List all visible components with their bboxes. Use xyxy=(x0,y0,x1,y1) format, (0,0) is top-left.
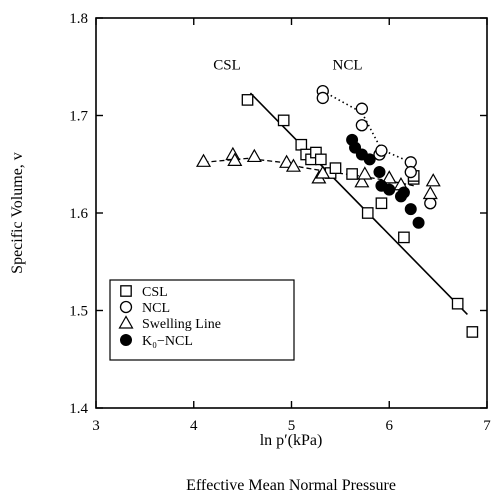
y-tick-label: 1.7 xyxy=(69,109,88,125)
point-circle-open xyxy=(355,119,369,132)
legend-label-ncl: NCL xyxy=(142,301,170,316)
point-circle-open xyxy=(316,91,329,105)
x-tick-label: 4 xyxy=(190,418,198,434)
point-triangle xyxy=(246,148,262,163)
point-square xyxy=(375,197,388,210)
point-square xyxy=(451,297,464,310)
legend-marker-triangle xyxy=(118,315,134,329)
point-circle-filled xyxy=(373,166,386,179)
point-triangle xyxy=(425,173,441,187)
legend-marker-circle-open xyxy=(119,300,133,314)
point-circle-open xyxy=(355,102,369,115)
line-solid xyxy=(249,92,468,315)
point-circle-filled xyxy=(397,186,410,199)
point-square xyxy=(329,162,342,174)
point-triangle xyxy=(381,170,397,184)
point-square xyxy=(466,326,479,338)
x-axis-subtitle: Effective Mean Normal Pressure xyxy=(186,477,396,494)
legend-label-k0-ncl: K₀−NCL xyxy=(142,334,193,349)
legend-marker-square xyxy=(120,285,132,297)
point-square xyxy=(361,207,374,219)
point-square xyxy=(398,231,410,244)
point-triangle xyxy=(354,174,370,188)
y-tick-label: 1.6 xyxy=(69,206,88,222)
legend-marker-circle-filled xyxy=(120,334,132,346)
legend-label-csl: CSL xyxy=(142,285,168,300)
legend: CSL NCL Swelling Line K₀−NCL xyxy=(109,279,295,361)
y-tick-label: 1.8 xyxy=(69,11,88,27)
y-tick-label: 1.4 xyxy=(69,401,88,417)
point-triangle xyxy=(285,158,301,172)
point-circle-filled xyxy=(363,153,376,166)
legend-label-swelling: Swelling Line xyxy=(142,317,221,332)
point-circle-filled xyxy=(383,183,396,196)
y-axis-title: Specific Volume, v xyxy=(9,152,26,274)
point-circle-open xyxy=(375,144,388,157)
point-square xyxy=(241,94,254,106)
annotation-csl: CSL xyxy=(213,58,241,74)
point-circle-open xyxy=(424,197,437,210)
point-circle-open xyxy=(404,165,417,179)
point-square xyxy=(346,168,358,180)
point-triangle xyxy=(357,166,373,180)
data-points xyxy=(195,84,479,338)
point-triangle xyxy=(227,152,243,166)
legend-box xyxy=(109,279,295,361)
annotation-ncl: NCL xyxy=(333,58,363,74)
point-triangle xyxy=(315,165,331,179)
point-square xyxy=(277,114,290,127)
x-tick-label: 6 xyxy=(386,418,394,434)
point-square xyxy=(295,138,308,151)
x-tick-label: 7 xyxy=(483,418,491,434)
axis-ticks: 3 4 5 6 7 1.4 1.5 1.6 1.7 1.8 xyxy=(69,11,491,434)
point-triangle xyxy=(195,153,212,167)
point-circle-filled xyxy=(412,216,425,229)
y-tick-label: 1.5 xyxy=(69,304,88,320)
point-square xyxy=(314,153,327,166)
point-triangle xyxy=(422,185,438,200)
x-tick-label: 5 xyxy=(288,418,296,434)
x-axis-title: ln p′(kPa) xyxy=(260,432,323,449)
x-tick-label: 3 xyxy=(92,418,100,434)
point-circle-filled xyxy=(404,203,417,216)
point-triangle xyxy=(279,154,295,168)
